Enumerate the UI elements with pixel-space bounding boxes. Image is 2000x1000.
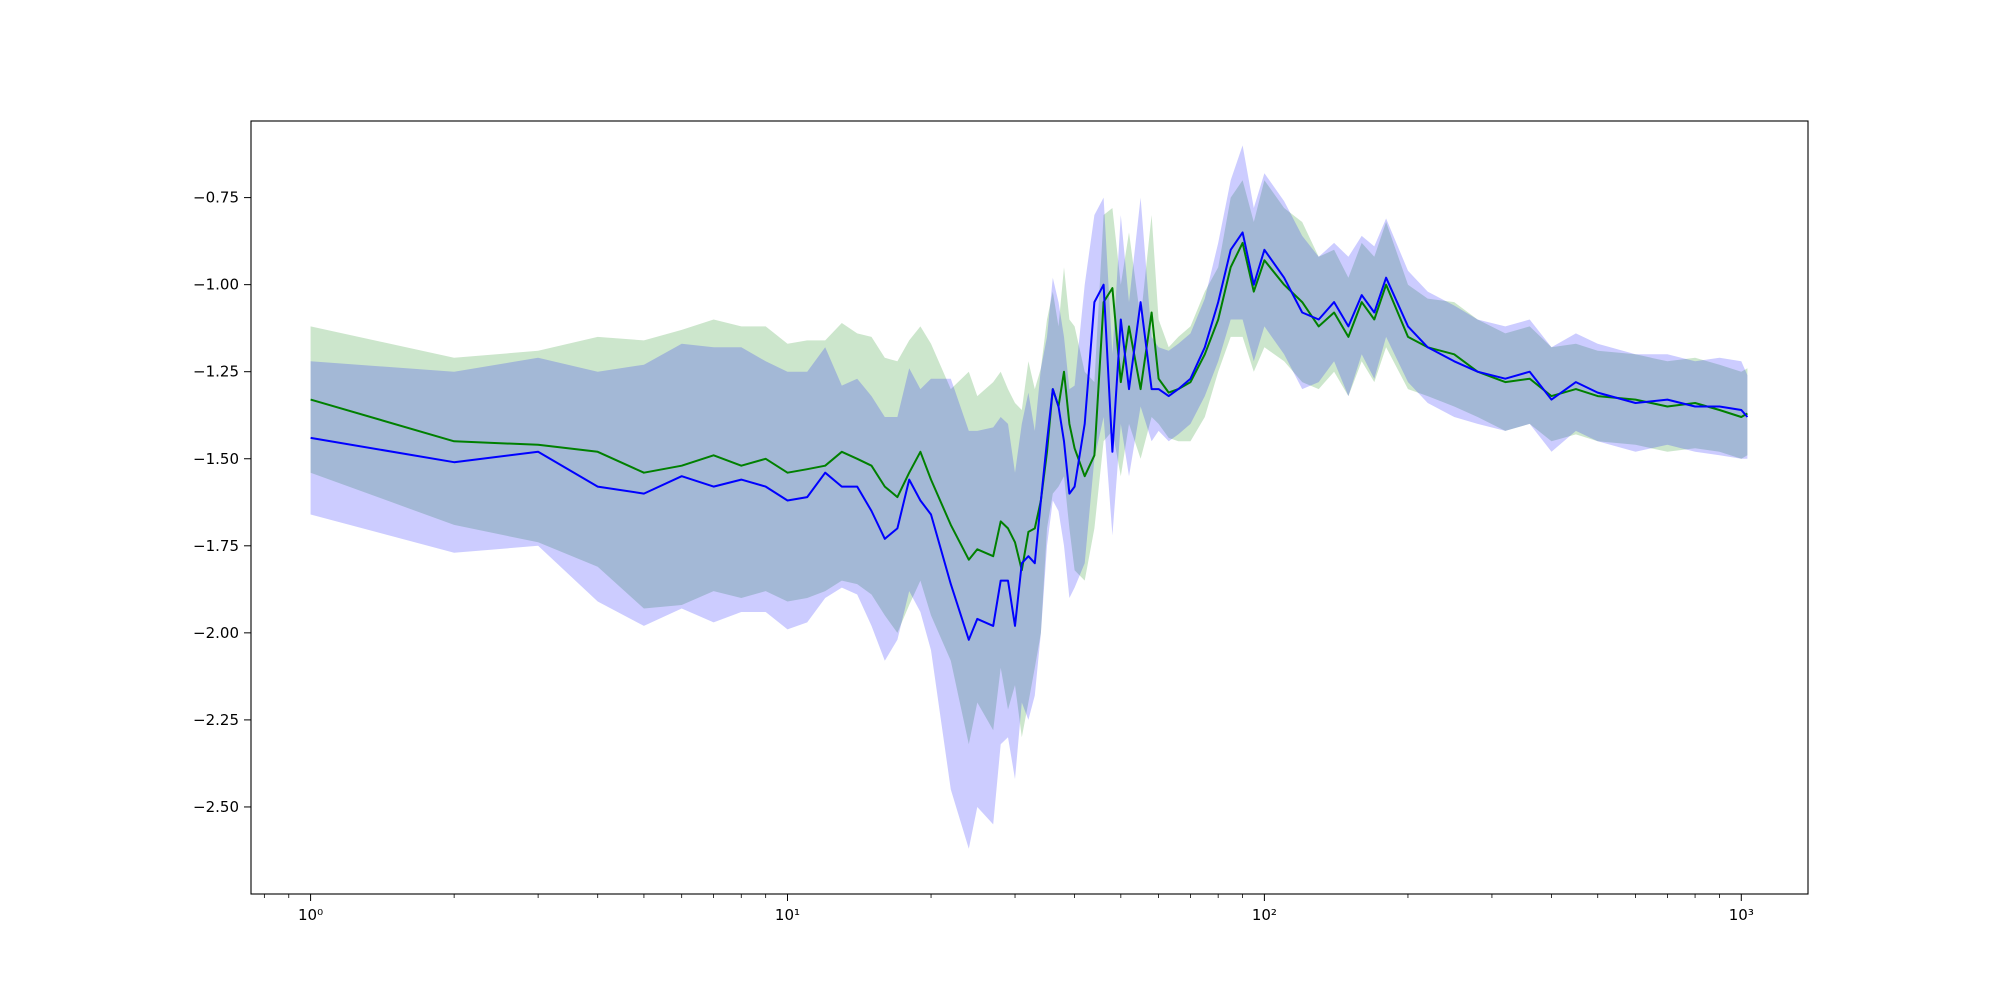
- y-tick-label: −2.00: [193, 624, 239, 642]
- y-tick-label: −1.00: [193, 276, 239, 294]
- x-axis: 10⁰ 10¹ 10² 10³: [263, 894, 1754, 924]
- y-axis: −0.75 −1.00 −1.25 −1.50 −1.75 −2.00 −2.25 −2.50: [193, 189, 251, 816]
- series-1-line: [310, 231, 1749, 641]
- series-0-line: [310, 241, 1748, 572]
- x-tick-label: 10²: [1252, 906, 1277, 924]
- series-0-band: [310, 180, 1748, 745]
- y-tick-label: −0.75: [193, 189, 239, 207]
- axes-frame: [250, 120, 1809, 895]
- y-tick-label: −1.75: [193, 537, 239, 555]
- y-tick-label: −2.50: [193, 798, 239, 816]
- x-tick-label: 10³: [1729, 906, 1754, 924]
- x-tick-label: 10¹: [775, 906, 800, 924]
- y-tick-label: −1.50: [193, 450, 239, 468]
- y-tick-label: −1.25: [193, 363, 239, 381]
- series-lines: [310, 231, 1749, 641]
- series-1-band: [310, 145, 1748, 849]
- x-tick-label: 10⁰: [298, 906, 323, 924]
- confidence-bands: [310, 145, 1748, 849]
- plot-area: [310, 145, 1749, 849]
- y-tick-label: −2.25: [193, 711, 239, 729]
